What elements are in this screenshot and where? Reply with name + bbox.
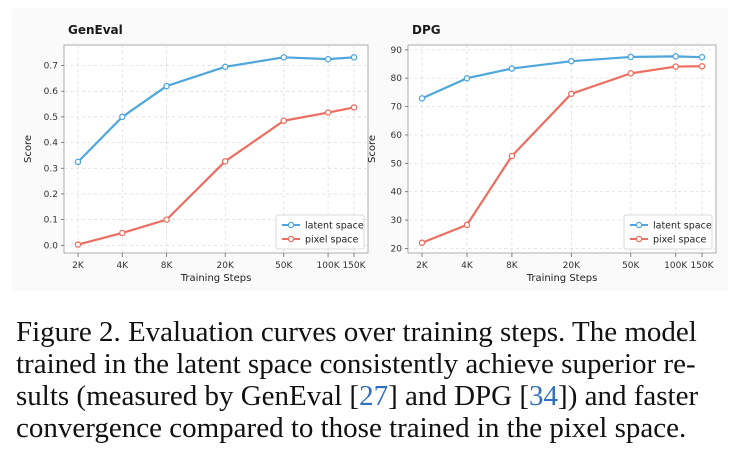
legend-box bbox=[623, 214, 713, 250]
y-tick-label: 80 bbox=[391, 74, 403, 84]
data-point bbox=[280, 54, 288, 61]
y-tick-label: 90 bbox=[391, 46, 403, 56]
citation-link[interactable]: 34 bbox=[529, 380, 559, 412]
y-tick-label: 0.2 bbox=[44, 190, 58, 200]
data-point bbox=[74, 241, 82, 248]
data-point bbox=[119, 113, 126, 121]
data-point bbox=[74, 158, 82, 166]
data-point bbox=[221, 63, 229, 71]
x-axis-label: Training Steps bbox=[526, 273, 598, 284]
chart-dpg: 20 30 40 50 60 70 80 90 2K 4K 8K 20K 50K 100K 150K DPG T… bbox=[367, 23, 717, 284]
x-tick-label: 150K bbox=[342, 261, 366, 271]
legend-label: latent space bbox=[653, 221, 712, 232]
x-tick-label: 2K bbox=[416, 261, 429, 271]
y-axis-label: Score bbox=[367, 135, 378, 163]
data-point bbox=[350, 104, 358, 111]
figure-caption: Figure 2. Evaluation curves over trainin… bbox=[16, 316, 728, 444]
y-tick-label: 0.6 bbox=[44, 87, 59, 97]
legend-swatch-marker bbox=[635, 235, 643, 243]
data-point bbox=[418, 95, 426, 102]
x-tick-label: 2K bbox=[72, 261, 85, 271]
data-point bbox=[463, 221, 471, 229]
x-tick-label: 4K bbox=[116, 261, 129, 271]
legend-box bbox=[275, 214, 365, 250]
chart-geneval: 0.0 0.1 0.2 0.3 0.4 0.5 0.6 0.7 2K 4K 8K 20K 50K 100K… bbox=[23, 23, 369, 284]
legend-label: pixel space bbox=[653, 235, 707, 246]
data-point bbox=[508, 152, 516, 160]
data-point bbox=[163, 82, 170, 90]
caption-text: ]) and faster bbox=[558, 380, 699, 412]
y-tick-label: 60 bbox=[391, 131, 403, 141]
x-tick-label: 100K bbox=[664, 261, 688, 271]
x-tick-label: 50K bbox=[622, 261, 640, 271]
y-tick-label: 70 bbox=[391, 103, 403, 113]
x-tick-label: 20K bbox=[217, 261, 235, 271]
x-tick-label: 8K bbox=[506, 261, 519, 271]
legend-swatch-marker bbox=[635, 221, 643, 229]
caption-line: convergence compared to those trained in… bbox=[16, 412, 728, 444]
data-point bbox=[627, 70, 635, 77]
y-tick-label: 0.0 bbox=[44, 241, 59, 251]
x-tick-label: 100K bbox=[317, 261, 341, 271]
data-point bbox=[568, 57, 575, 65]
data-point bbox=[698, 53, 706, 61]
y-tick-label: 0.3 bbox=[44, 164, 58, 174]
data-point bbox=[463, 74, 471, 82]
chart-title: GenEval bbox=[68, 23, 123, 37]
figure-panel: 0.0 0.1 0.2 0.3 0.4 0.5 0.6 0.7 2K 4K 8K 20K 50K 100K… bbox=[12, 8, 728, 291]
y-tick-label: 30 bbox=[391, 216, 403, 226]
data-point bbox=[672, 63, 679, 70]
y-tick-label: 0.5 bbox=[44, 113, 58, 123]
caption-text: Figure 2. Evaluation curves over trainin… bbox=[16, 316, 697, 348]
data-point bbox=[324, 55, 332, 63]
legend-swatch-marker bbox=[287, 221, 295, 229]
caption-line: trained in the latent space consistently… bbox=[16, 348, 728, 380]
y-tick-label: 0.4 bbox=[44, 139, 59, 149]
data-point bbox=[280, 117, 288, 125]
data-point bbox=[627, 53, 635, 61]
data-point bbox=[508, 65, 516, 72]
x-tick-label: 8K bbox=[161, 261, 174, 271]
data-point bbox=[221, 158, 229, 165]
data-point bbox=[672, 53, 679, 60]
caption-text: sults (measured by GenEval [ bbox=[16, 380, 360, 412]
caption-text: convergence compared to those trained in… bbox=[16, 412, 687, 444]
x-tick-label: 4K bbox=[461, 261, 474, 271]
citation-link[interactable]: 27 bbox=[359, 380, 389, 412]
x-tick-label: 150K bbox=[690, 261, 714, 271]
data-point bbox=[324, 109, 332, 116]
data-point bbox=[568, 90, 575, 98]
data-point bbox=[350, 54, 358, 61]
caption-text: ] and DPG [ bbox=[388, 380, 530, 412]
y-tick-label: 0.1 bbox=[44, 216, 58, 226]
x-tick-label: 50K bbox=[275, 261, 293, 271]
data-point bbox=[119, 229, 126, 237]
y-tick-label: 20 bbox=[391, 244, 403, 254]
legend-swatch-marker bbox=[287, 235, 295, 243]
x-tick-label: 20K bbox=[563, 261, 581, 271]
legend-label: pixel space bbox=[305, 235, 359, 246]
figure-charts: 0.0 0.1 0.2 0.3 0.4 0.5 0.6 0.7 2K 4K 8K 20K 50K 100K… bbox=[23, 23, 717, 284]
x-axis-label: Training Steps bbox=[180, 273, 252, 284]
y-tick-label: 0.7 bbox=[44, 62, 58, 72]
data-point bbox=[418, 239, 426, 247]
caption-line: sults (measured by GenEval [27] and DPG … bbox=[16, 380, 728, 412]
chart-title: DPG bbox=[412, 23, 441, 37]
y-axis-label: Score bbox=[23, 135, 34, 163]
legend-label: latent space bbox=[305, 221, 364, 232]
caption-line: Figure 2. Evaluation curves over trainin… bbox=[16, 316, 728, 348]
caption-text: trained in the latent space consistently… bbox=[16, 348, 696, 380]
data-point bbox=[698, 63, 706, 70]
y-tick-label: 40 bbox=[391, 188, 403, 198]
data-point bbox=[163, 216, 170, 223]
y-tick-label: 50 bbox=[391, 159, 403, 169]
